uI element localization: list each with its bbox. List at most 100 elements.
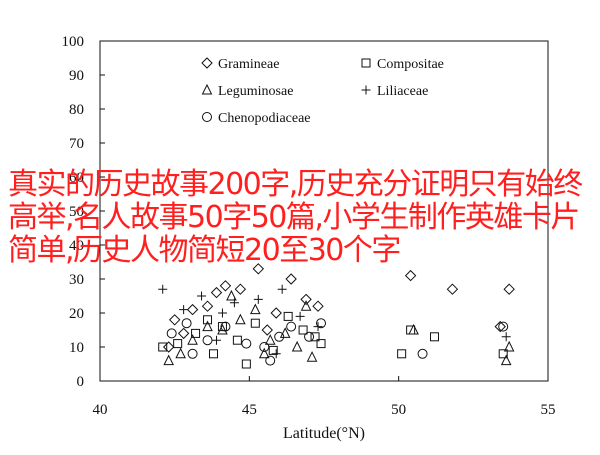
data-point-liliaceae (295, 311, 305, 321)
data-point-leguminosae (235, 313, 246, 325)
data-point-compositae (310, 332, 320, 342)
data-point-chenopodiaceae (187, 348, 198, 359)
data-point-gramineae (446, 283, 459, 295)
data-point-gramineae (261, 324, 273, 336)
data-point-compositae (191, 328, 201, 338)
data-point-leguminosae (279, 327, 291, 338)
data-point-compositae (208, 349, 218, 359)
data-point-chenopodiaceae (220, 321, 231, 332)
y-tick-label: 90 (69, 68, 84, 84)
data-point-chenopodiaceae (274, 331, 285, 342)
data-point-compositae (283, 311, 293, 321)
y-tick-label: 40 (69, 238, 84, 254)
y-tick-label: 70 (69, 136, 84, 152)
data-point-gramineae (312, 300, 324, 312)
data-point-compositae (430, 332, 440, 342)
data-point-gramineae (503, 283, 515, 295)
data-point-liliaceae (271, 349, 281, 359)
data-point-compositae (173, 339, 183, 349)
data-point-gramineae (177, 327, 190, 340)
data-point-leguminosae (408, 323, 419, 335)
data-point-compositae (158, 342, 168, 352)
data-point-compositae (232, 335, 242, 345)
data-point-chenopodiaceae (241, 338, 252, 349)
legend-marker-liliaceae (361, 85, 371, 95)
data-point-chenopodiaceae (286, 321, 297, 332)
data-point-leguminosae (175, 347, 186, 359)
legend-label-liliaceae: Liliaceae (377, 84, 428, 99)
legend-marker-compositae (361, 58, 371, 68)
data-point-liliaceae (253, 294, 263, 304)
y-tick-label: 0 (77, 374, 85, 390)
data-point-gramineae (210, 286, 223, 299)
x-tick-label: 55 (541, 402, 556, 418)
legend-marker-leguminosae (201, 83, 213, 95)
data-point-liliaceae (158, 284, 168, 294)
data-point-compositae (498, 349, 508, 359)
legend: Gramineae Compositae Leguminosae Liliaceae C… (201, 57, 444, 126)
data-point-compositae (250, 318, 260, 328)
data-point-leguminosae (500, 354, 512, 366)
data-point-leguminosae (249, 303, 261, 315)
data-point-gramineae (494, 320, 506, 333)
data-point-leguminosae (291, 340, 303, 352)
data-point-gramineae (186, 303, 199, 316)
data-point-leguminosae (202, 320, 213, 332)
data-point-gramineae (300, 293, 312, 306)
data-point-chenopodiaceae (202, 335, 213, 346)
y-tick-label: 60 (69, 170, 84, 186)
data-point-chenopodiaceae (166, 328, 177, 339)
data-point-chenopodiaceae (417, 348, 428, 359)
data-point-leguminosae (187, 334, 198, 345)
x-tick-label: 50 (391, 402, 406, 418)
y-tick-label: 20 (69, 306, 84, 322)
data-point-liliaceae (217, 308, 227, 318)
data-point-leguminosae (217, 323, 228, 335)
data-point-compositae (203, 315, 213, 325)
data-point-gramineae (285, 273, 297, 285)
data-point-gramineae (270, 307, 282, 319)
data-point-liliaceae (211, 335, 221, 345)
legend-label-leguminosae: Leguminosae (218, 84, 293, 99)
data-point-leguminosae (163, 354, 175, 366)
data-point-gramineae (404, 269, 417, 282)
data-point-chenopodiaceae (304, 331, 315, 342)
y-axis: 0 10 20 30 40 50 60 70 80 90 100 (62, 34, 105, 390)
data-point-gramineae (201, 300, 214, 312)
data-point-leguminosae (258, 347, 270, 359)
data-point-leguminosae (503, 340, 515, 352)
data-point-gramineae (234, 283, 247, 295)
data-point-gramineae (219, 280, 232, 292)
data-point-liliaceae (197, 291, 207, 301)
x-tick-label: 40 (93, 402, 108, 418)
data-point-chenopodiaceae (181, 318, 192, 329)
y-tick-label: 30 (69, 272, 84, 288)
data-point-leguminosae (226, 289, 237, 301)
y-tick-label: 100 (62, 34, 85, 50)
y-tick-label: 50 (69, 204, 84, 220)
data-point-gramineae (168, 314, 181, 326)
x-axis: 40 45 50 55 (93, 376, 556, 418)
legend-marker-chenopodiaceae (202, 112, 212, 122)
data-point-leguminosae (300, 300, 312, 311)
data-point-chenopodiaceae (259, 342, 270, 352)
data-marks (158, 263, 515, 369)
legend-marker-gramineae (201, 57, 213, 69)
data-point-gramineae (162, 341, 175, 353)
legend-label-gramineae: Gramineae (218, 57, 279, 72)
data-point-chenopodiaceae (316, 318, 327, 329)
data-point-liliaceae (501, 332, 511, 342)
data-point-liliaceae (179, 305, 189, 315)
data-point-compositae (298, 325, 308, 335)
watermark-text: 真实的历史故事200字,历史充分证明只有始终高举,名人故事50字50篇,小学生制… (8, 167, 583, 268)
data-point-compositae (316, 339, 326, 349)
legend-label-compositae: Compositae (377, 57, 444, 72)
data-point-compositae (268, 345, 278, 355)
y-tick-label: 80 (69, 102, 84, 118)
data-point-gramineae (252, 263, 265, 275)
x-axis-title: Latitude(°N) (283, 425, 365, 442)
data-point-liliaceae (229, 298, 239, 308)
y-tick-label: 10 (69, 340, 84, 356)
legend-label-chenopodiaceae: Chenopodiaceae (218, 111, 311, 126)
